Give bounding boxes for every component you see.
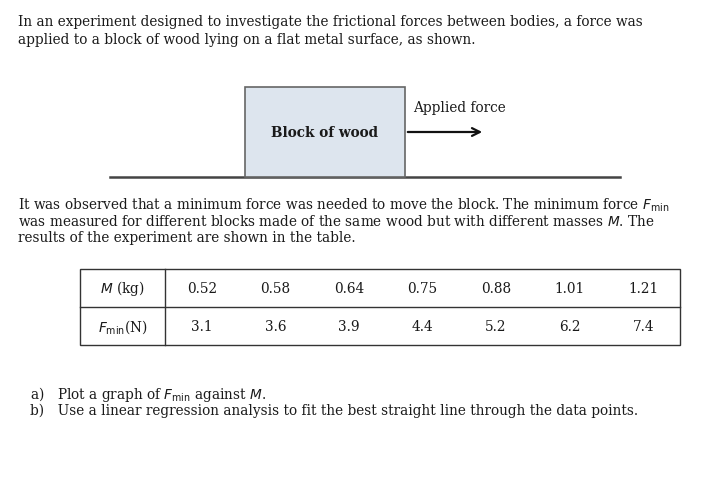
Text: 0.75: 0.75 [408,281,438,295]
Text: a) Plot a graph of $F_{\mathrm{min}}$ against $M$.: a) Plot a graph of $F_{\mathrm{min}}$ ag… [30,384,266,403]
Text: 0.58: 0.58 [261,281,290,295]
Text: 4.4: 4.4 [412,319,433,333]
Text: 0.88: 0.88 [481,281,511,295]
Text: $F_{\mathrm{min}}$(N): $F_{\mathrm{min}}$(N) [98,317,148,335]
Text: It was observed that a minimum force was needed to move the block. The minimum f: It was observed that a minimum force was… [18,197,670,214]
Bar [245,88,405,178]
Text: 1.01: 1.01 [554,281,585,295]
Text: applied to a block of wood lying on a flat metal surface, as shown.: applied to a block of wood lying on a fl… [18,33,475,47]
Text: Applied force: Applied force [413,101,505,115]
Text: results of the experiment are shown in the table.: results of the experiment are shown in t… [18,230,356,244]
Text: 0.64: 0.64 [334,281,364,295]
Text: 1.21: 1.21 [628,281,658,295]
Text: was measured for different blocks made of the same wood but with different masse: was measured for different blocks made o… [18,214,654,228]
Text: 0.52: 0.52 [186,281,217,295]
Text: In an experiment designed to investigate the frictional forces between bodies, a: In an experiment designed to investigate… [18,15,643,29]
Text: 6.2: 6.2 [559,319,580,333]
Text: $M$ (kg): $M$ (kg) [100,279,145,298]
Text: 5.2: 5.2 [485,319,507,333]
Text: 3.6: 3.6 [265,319,286,333]
Text: Block of wood: Block of wood [271,126,379,140]
Text: 3.9: 3.9 [338,319,360,333]
Text: 3.1: 3.1 [191,319,212,333]
Text: 7.4: 7.4 [632,319,654,333]
Bar [80,269,680,345]
Text: b) Use a linear regression analysis to fit the best straight line through the da: b) Use a linear regression analysis to f… [30,403,638,418]
